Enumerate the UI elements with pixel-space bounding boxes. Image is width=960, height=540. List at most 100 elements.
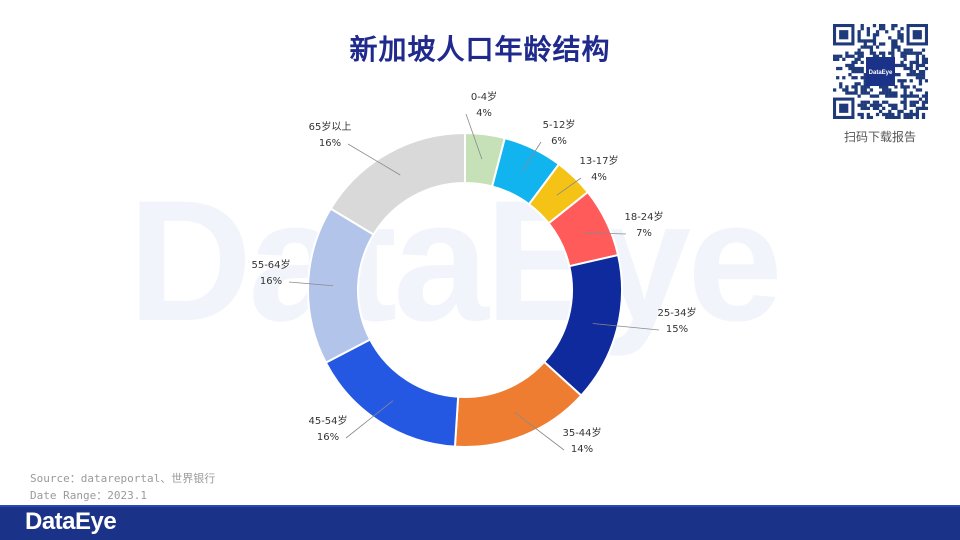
qr-module (863, 100, 867, 104)
qr-module (872, 51, 877, 55)
qr-module (885, 85, 889, 89)
qr-module (848, 54, 852, 58)
qr-module (894, 85, 898, 89)
qr-module (860, 91, 864, 95)
qr-module (836, 54, 840, 58)
qr-module (878, 109, 883, 114)
qr-module (909, 48, 913, 52)
qr-module (863, 88, 867, 92)
qr-module (903, 88, 907, 92)
qr-module (854, 91, 858, 95)
qr-module (866, 30, 870, 34)
qr-module (875, 33, 880, 37)
qr-module (909, 73, 913, 77)
qr-module (921, 57, 926, 61)
qr-module (863, 76, 867, 80)
qr-module (882, 106, 886, 111)
slice-label: 65岁以上 (309, 120, 352, 133)
qr-module (897, 63, 901, 68)
qr-module (854, 88, 858, 92)
qr-module (872, 54, 877, 58)
qr-module (897, 73, 901, 77)
qr-module (885, 94, 889, 98)
qr-module (854, 69, 858, 74)
qr-module (924, 79, 928, 83)
qr-module (891, 45, 895, 49)
qr-module (909, 100, 913, 104)
qr-module (894, 91, 898, 95)
qr-module (860, 39, 864, 43)
qr-module (882, 42, 886, 46)
qr-module (903, 63, 907, 68)
qr-module (842, 57, 846, 61)
leader-line (556, 177, 582, 196)
qr-module (869, 48, 874, 52)
qr-module (848, 73, 852, 77)
qr-module (854, 82, 858, 86)
qr-module (878, 24, 883, 28)
qr-module (848, 91, 852, 95)
qr-module (857, 112, 861, 117)
qr-module (906, 94, 910, 98)
qr-module (851, 63, 855, 68)
qr-module (860, 45, 864, 49)
qr-module (866, 85, 870, 89)
chart-title: 新加坡人口年龄结构 (349, 33, 611, 66)
qr-module (912, 73, 916, 77)
qr-module (845, 88, 849, 92)
slice-value-label: 7% (636, 228, 652, 239)
qr-module (863, 42, 867, 46)
qr-module (918, 76, 923, 80)
qr-module (848, 63, 852, 68)
source-text: Source：datareportal、世界银行 (30, 472, 216, 485)
qr-module (869, 39, 874, 43)
qr-module (860, 85, 864, 89)
qr-module (866, 33, 870, 37)
qr-code[interactable]: DataEye (833, 24, 928, 119)
qr-module (854, 66, 858, 71)
slice-label: 13-17岁 (579, 154, 618, 167)
qr-module (882, 100, 886, 104)
qr-module (915, 51, 920, 55)
qr-module (912, 94, 916, 98)
qr-module (863, 82, 867, 86)
slice-label: 25-34岁 (657, 306, 696, 319)
qr-module (857, 66, 861, 71)
qr-module (851, 54, 855, 58)
qr-module (851, 85, 855, 89)
qr-module (882, 88, 886, 92)
qr-module (842, 88, 846, 92)
qr-module (863, 106, 867, 111)
footer-accent (0, 505, 960, 507)
qr-module (857, 33, 861, 37)
qr-module (860, 88, 864, 92)
qr-module (878, 85, 883, 89)
qr-module (860, 100, 864, 104)
qr-module (872, 24, 877, 28)
qr-module (909, 66, 913, 71)
qr-module (854, 57, 858, 61)
qr-module (857, 30, 861, 34)
qr-module (915, 106, 920, 111)
slice-value-label: 16% (317, 432, 339, 443)
qr-module (909, 91, 913, 95)
qr-module (875, 45, 880, 49)
qr-module (888, 112, 892, 117)
qr-module (860, 27, 864, 31)
qr-module (918, 79, 923, 83)
qr-module (888, 115, 892, 119)
slice-value-label: 4% (591, 172, 607, 183)
qr-finder-core (839, 103, 849, 113)
qr-module (882, 24, 886, 28)
qr-module (900, 36, 904, 40)
qr-module (885, 30, 889, 34)
qr-module (894, 73, 898, 77)
qr-module (921, 63, 926, 68)
qr-module (918, 82, 923, 86)
qr-module (912, 69, 916, 74)
qr-module (857, 94, 861, 98)
qr-module (854, 76, 858, 80)
qr-module (836, 76, 840, 80)
qr-module (900, 54, 904, 58)
qr-module (915, 94, 920, 98)
